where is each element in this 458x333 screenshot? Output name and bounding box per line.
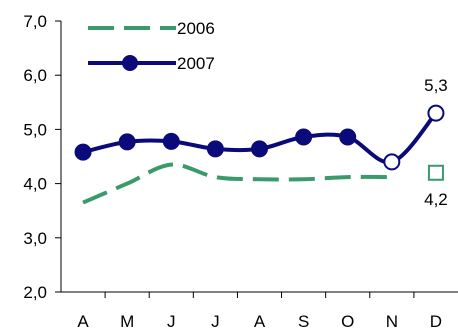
x-tick-label: J bbox=[167, 312, 176, 331]
y-tick-label: 7,0 bbox=[23, 12, 47, 31]
x-tick-label: D bbox=[430, 312, 442, 331]
x-tick-label: A bbox=[254, 312, 266, 331]
y-tick-label: 5,0 bbox=[23, 120, 47, 139]
legend-marker-2007 bbox=[122, 55, 138, 71]
data-label: 4,2 bbox=[424, 190, 448, 209]
y-tick-label: 4,0 bbox=[23, 175, 47, 194]
data-point-2007 bbox=[162, 132, 180, 150]
legend-label-2007: 2007 bbox=[177, 54, 215, 73]
data-point-2007 bbox=[118, 133, 136, 151]
series-line-2006 bbox=[82, 162, 392, 205]
y-tick-label: 2,0 bbox=[23, 283, 47, 302]
x-tick-label: N bbox=[386, 312, 398, 331]
legend-label-2006: 2006 bbox=[177, 19, 215, 38]
data-point-2007 bbox=[206, 140, 224, 158]
y-tick-label: 3,0 bbox=[23, 229, 47, 248]
data-point-2006-D bbox=[427, 164, 444, 181]
data-point-2007 bbox=[295, 128, 313, 146]
x-tick-label: O bbox=[341, 312, 354, 331]
legend: 2006 2007 bbox=[88, 19, 215, 73]
data-point-2007 bbox=[427, 104, 445, 122]
x-tick-label: J bbox=[211, 312, 220, 331]
x-tick-label: A bbox=[77, 312, 89, 331]
data-labels: 5,3 4,2 bbox=[424, 76, 448, 209]
data-point-2007 bbox=[251, 140, 268, 158]
series-layer bbox=[74, 104, 445, 205]
y-tick-labels: 2,0 3,0 4,0 5,0 6,0 7,0 bbox=[23, 12, 61, 302]
data-point-2007 bbox=[383, 153, 401, 171]
data-point-2007 bbox=[74, 143, 92, 161]
data-label: 5,3 bbox=[424, 76, 448, 95]
data-point-2007 bbox=[339, 128, 357, 146]
x-tick-label: S bbox=[298, 312, 309, 331]
x-tick-label: M bbox=[120, 312, 134, 331]
y-tick-label: 6,0 bbox=[23, 66, 47, 85]
